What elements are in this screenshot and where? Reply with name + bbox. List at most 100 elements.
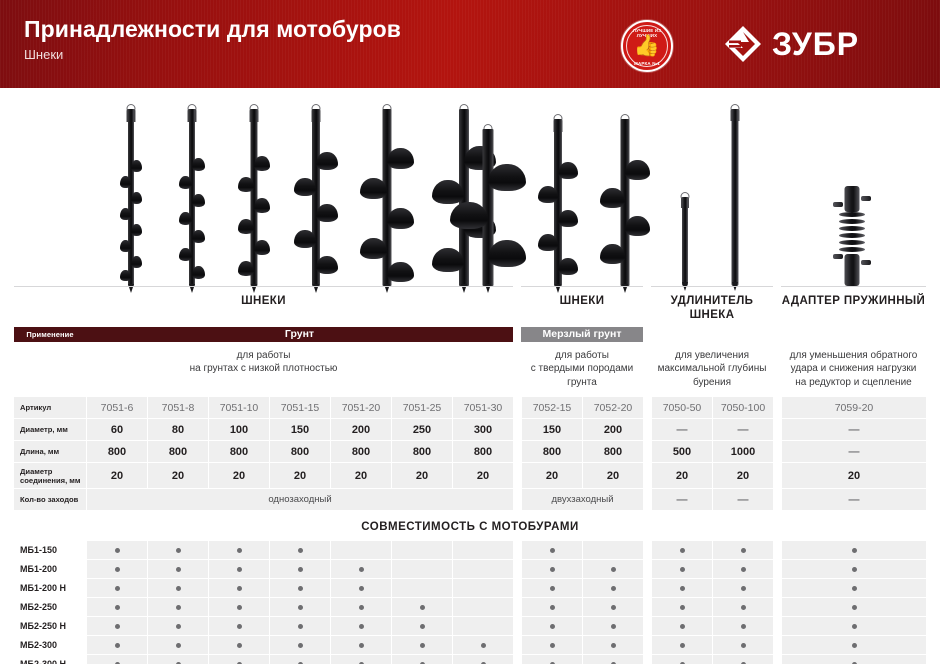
compat-cell	[208, 598, 269, 618]
compat-dot-icon	[175, 623, 181, 629]
product-image-auger-7051-20	[348, 102, 426, 293]
compat-cell	[330, 617, 391, 637]
compat-dot-icon	[851, 604, 857, 610]
compat-dot-icon	[679, 566, 685, 572]
spacer	[643, 397, 651, 420]
spacer	[643, 419, 651, 442]
compat-dot-icon	[610, 661, 616, 664]
auger-flight	[192, 194, 205, 207]
spec-cell: 800	[391, 441, 452, 464]
spacer	[773, 286, 781, 327]
compat-dot-icon	[236, 642, 242, 648]
compat-cell	[391, 598, 452, 618]
auger-flight	[625, 216, 650, 236]
compat-dot-icon	[114, 642, 120, 648]
badge-bottom-text: МАРКА №1	[634, 60, 660, 66]
compat-cell	[147, 560, 208, 580]
spec-cell: 800	[330, 441, 391, 464]
compat-cell	[781, 579, 926, 599]
compat-dot-icon	[610, 566, 616, 572]
spec-cell: однозаходный	[86, 489, 513, 512]
compat-cell	[712, 598, 773, 618]
compat-dot-icon	[679, 642, 685, 648]
spec-cell: 250	[391, 419, 452, 442]
compat-dot-icon	[549, 566, 555, 572]
compat-dot-icon	[175, 604, 181, 610]
auger-flight	[538, 234, 558, 251]
spec-cell: —	[651, 489, 712, 512]
purpose-augers-soil: для работы на грунтах с низкой плотность…	[189, 349, 338, 375]
purpose-augers-frozen: для работы с твердыми породами грунта	[530, 349, 634, 388]
badge-top-text: ЛУЧШИЕ ИЗ ЛУЧШИХ	[632, 27, 662, 38]
auger-flight	[238, 261, 254, 276]
spacer	[513, 598, 521, 618]
compat-cell	[147, 579, 208, 599]
badge-ring	[626, 25, 668, 67]
auger-flight	[192, 230, 205, 243]
compat-cell	[651, 541, 712, 561]
auger-shaft	[312, 109, 320, 286]
compat-cell	[582, 541, 643, 561]
compat-cell	[712, 617, 773, 637]
compat-cell	[651, 598, 712, 618]
group-title-row: ШНЕКИ ШНЕКИ УДЛИНИТЕЛЬ ШНЕКА АДАПТЕР ПРУ…	[14, 286, 926, 327]
spacer	[513, 463, 521, 490]
auger-tip	[251, 284, 257, 293]
compat-dot-icon	[851, 547, 857, 553]
auger-flight	[120, 176, 131, 188]
spec-cell: 800	[521, 441, 582, 464]
auger-flight	[558, 162, 578, 179]
auger-flight	[131, 192, 142, 204]
compat-dot-icon	[610, 642, 616, 648]
compat-cell	[452, 598, 513, 618]
compat-dot-icon	[851, 623, 857, 629]
spec-row-label: Длина, мм	[14, 441, 86, 464]
auger-flight	[294, 178, 316, 196]
spacer	[643, 598, 651, 618]
product-image-auger-7051-10	[226, 102, 282, 293]
compat-cell	[582, 617, 643, 637]
compat-dot-icon	[114, 661, 120, 664]
compat-dot-icon	[297, 604, 303, 610]
spec-cell: —	[712, 419, 773, 442]
compat-dot-icon	[740, 661, 746, 664]
spec-cell: 150	[269, 419, 330, 442]
spacer	[643, 463, 651, 490]
compat-dot-icon	[358, 566, 364, 572]
compat-cell	[781, 655, 926, 664]
compat-dot-icon	[679, 585, 685, 591]
compat-dot-icon	[114, 547, 120, 553]
auger-flight	[558, 210, 578, 227]
spec-row-diameter: Диаметр, мм 60 80 100 150 200 250 300 150 200— — —	[14, 419, 926, 442]
extension-rod	[731, 109, 739, 286]
spacer	[643, 560, 651, 580]
compat-cell	[86, 560, 147, 580]
auger-flight	[432, 180, 464, 204]
auger-flight	[254, 240, 270, 255]
spacer	[643, 326, 651, 342]
auger-flight	[450, 202, 488, 229]
auger-flight	[192, 158, 205, 171]
compat-cell	[651, 617, 712, 637]
compat-cell	[147, 617, 208, 637]
brand-logo: ЗУБР	[723, 24, 859, 64]
compat-model-label: МБ2-300 Н	[14, 655, 86, 664]
compat-dot-icon	[549, 604, 555, 610]
auger-flight	[488, 240, 526, 267]
application-label: Применение	[14, 326, 86, 342]
spacer	[513, 341, 521, 398]
spec-cell: 20	[330, 463, 391, 490]
auger-flight	[360, 178, 387, 199]
compat-cell	[651, 636, 712, 656]
compat-model-label: МБ1-200	[14, 560, 86, 580]
compat-cell	[781, 598, 926, 618]
spec-cell: 20	[651, 463, 712, 490]
spec-cell: 20	[582, 463, 643, 490]
table-row: МБ1-200 Н	[14, 579, 926, 599]
spacer	[773, 326, 781, 342]
table-row: МБ2-300	[14, 636, 926, 656]
spec-cell: 60	[86, 419, 147, 442]
auger-tip	[128, 284, 134, 293]
auger-flight	[120, 270, 131, 281]
compat-model-label: МБ2-250 Н	[14, 617, 86, 637]
